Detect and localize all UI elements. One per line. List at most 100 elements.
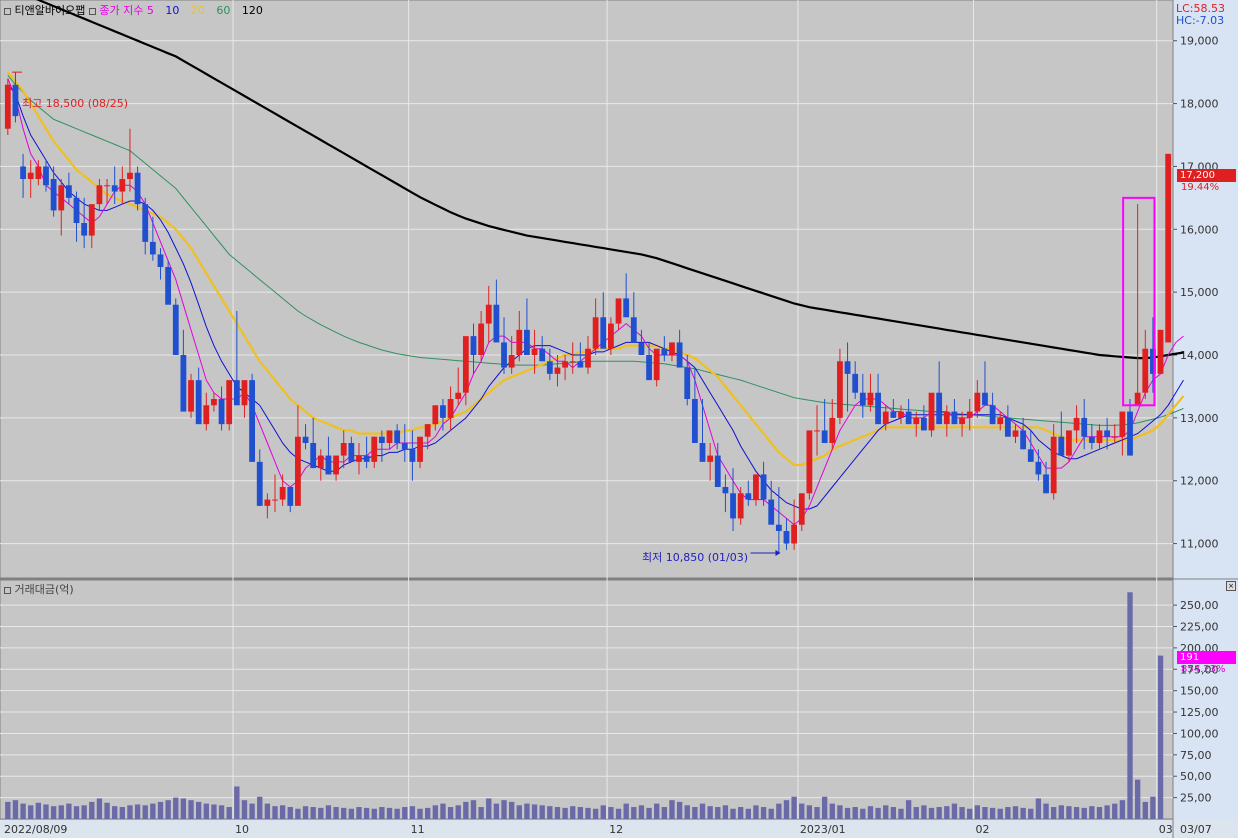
- candle-body: [371, 436, 378, 462]
- volume-bar: [554, 807, 561, 819]
- volume-bar: [959, 807, 965, 819]
- candle-body: [1020, 430, 1027, 450]
- volume-bar: [211, 804, 217, 819]
- candle-body: [638, 342, 645, 355]
- volume-bar: [715, 807, 721, 819]
- candle-body: [699, 443, 706, 462]
- candle-body: [684, 367, 691, 399]
- volume-bar: [318, 807, 324, 819]
- candle-body: [562, 361, 568, 368]
- volume-bar: [508, 801, 515, 819]
- candle-body: [1088, 436, 1095, 443]
- volume-tick-label: 100,00: [1180, 727, 1219, 740]
- candle-body: [43, 166, 49, 186]
- volume-bar: [852, 807, 858, 819]
- date-axis-background: [0, 820, 1238, 838]
- volume-bar: [249, 803, 255, 819]
- volume-bar: [356, 807, 362, 819]
- volume-bar: [1028, 808, 1034, 819]
- volume-panel: [0, 579, 1174, 820]
- candle-body: [340, 443, 347, 456]
- candle-body: [943, 411, 950, 425]
- candle-body: [432, 405, 439, 425]
- candle-body: [753, 474, 759, 500]
- panel-close-icon[interactable]: ×: [1226, 581, 1236, 591]
- candle-body: [325, 455, 332, 475]
- volume-bar: [432, 805, 438, 819]
- volume-bar: [837, 805, 843, 819]
- candle-body: [65, 185, 72, 198]
- volume-bar: [1043, 803, 1049, 819]
- hc-readout: HC:-7.03: [1176, 14, 1225, 27]
- volume-bar: [669, 800, 675, 819]
- volume-bar: [1127, 592, 1133, 819]
- date-tick-label: 10: [235, 823, 249, 836]
- volume-bar: [1089, 806, 1095, 819]
- volume-bar: [883, 805, 889, 819]
- candle-body: [508, 355, 515, 368]
- volume-bar: [516, 805, 522, 819]
- volume-tick-label: 250,00: [1180, 599, 1219, 612]
- candle-body: [149, 241, 156, 255]
- price-tick-label: 13,000: [1180, 412, 1219, 425]
- candle-body: [1096, 430, 1103, 443]
- candle-body: [96, 185, 103, 205]
- price-tick-label: 16,000: [1180, 223, 1219, 236]
- volume-bar: [760, 807, 767, 819]
- candle-body: [630, 317, 637, 343]
- volume-bar: [844, 807, 851, 819]
- volume-bar: [81, 805, 87, 819]
- volume-bar: [799, 803, 805, 819]
- volume-bar: [829, 803, 835, 819]
- candle-body: [524, 329, 530, 355]
- candle-body: [20, 166, 26, 179]
- volume-bar: [264, 803, 271, 819]
- date-tick-label: 2023/01: [800, 823, 846, 836]
- candle-body: [81, 223, 88, 236]
- price-tick-label: 19,000: [1180, 35, 1219, 48]
- volume-bar: [982, 807, 988, 819]
- candle-body: [760, 474, 767, 500]
- price-tick-label: 12,000: [1180, 475, 1219, 488]
- volume-bar: [722, 805, 729, 819]
- volume-bar: [646, 807, 652, 819]
- volume-bar: [1051, 807, 1057, 819]
- candle-body: [814, 430, 820, 432]
- volume-bar: [623, 803, 629, 819]
- candle-body: [806, 430, 813, 494]
- candle-body: [50, 179, 57, 211]
- volume-bar: [928, 807, 935, 819]
- price-change: 19.44%: [1181, 182, 1220, 193]
- candle-body: [88, 204, 95, 236]
- candle-body: [882, 411, 889, 425]
- volume-bar: [875, 807, 881, 819]
- volume-bar: [1058, 805, 1064, 819]
- ma-label: 종가 지수: [99, 4, 144, 17]
- candle-body: [501, 342, 507, 368]
- volume-bar: [112, 806, 118, 819]
- volume-bar: [218, 805, 225, 819]
- volume-bar: [936, 807, 942, 819]
- candle-body: [58, 185, 65, 211]
- candle-body: [554, 367, 561, 374]
- date-tick-label: 02: [976, 823, 990, 836]
- candle-body: [295, 436, 301, 506]
- legend-marker-icon: [88, 7, 96, 15]
- candle-body: [493, 304, 500, 343]
- candle-body: [1134, 392, 1141, 406]
- volume-bar: [821, 796, 828, 819]
- volume-bar: [745, 808, 751, 819]
- candle-body: [768, 499, 775, 525]
- candle-body: [1150, 348, 1156, 374]
- volume-bar: [1119, 800, 1126, 819]
- candle-body: [4, 84, 11, 129]
- candle-body: [585, 348, 591, 368]
- candle-body: [867, 392, 874, 406]
- volume-bar: [730, 808, 736, 819]
- candle-body: [172, 304, 179, 355]
- candle-body: [317, 455, 324, 469]
- volume-bar: [1020, 807, 1026, 819]
- candle-body: [394, 430, 401, 443]
- candle-body: [669, 342, 675, 355]
